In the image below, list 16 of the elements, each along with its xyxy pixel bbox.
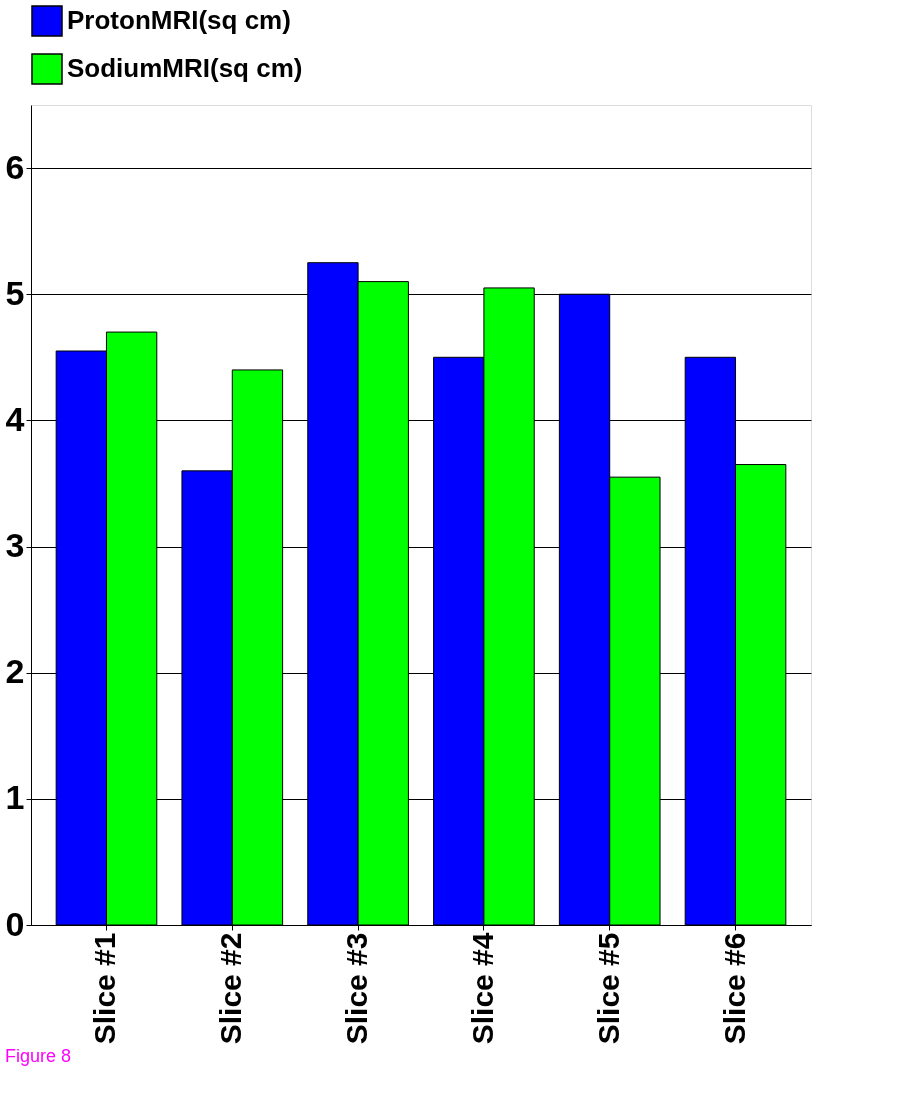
legend-label: SodiumMRI(sq cm) bbox=[67, 53, 303, 83]
y-tick-label: 5 bbox=[5, 273, 25, 312]
legend-label: ProtonMRI(sq cm) bbox=[67, 5, 291, 35]
x-tick-label: Slice #3 bbox=[340, 932, 374, 1045]
y-tick-label: 3 bbox=[5, 526, 25, 565]
y-tick-label: 2 bbox=[5, 652, 25, 691]
y-tick-label: 6 bbox=[5, 147, 25, 186]
y-tick-label: 4 bbox=[5, 399, 25, 438]
x-tick-label: Slice #2 bbox=[214, 932, 248, 1045]
x-tick-label: Slice #6 bbox=[717, 932, 751, 1045]
x-tick-label: Slice #4 bbox=[465, 932, 499, 1045]
x-tick-label: Slice #1 bbox=[88, 932, 122, 1045]
x-tick-label: Slice #5 bbox=[591, 932, 625, 1045]
y-tick-label: 0 bbox=[5, 904, 25, 943]
caption: Figure 8 bbox=[5, 1045, 72, 1066]
y-tick-label: 1 bbox=[5, 778, 25, 817]
